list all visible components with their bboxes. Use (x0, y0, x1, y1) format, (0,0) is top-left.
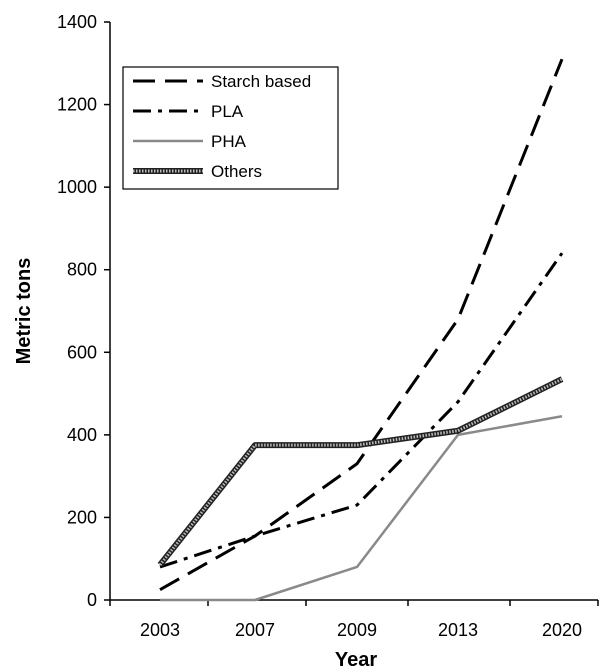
legend: Starch based PLA PHA Others (122, 66, 339, 190)
series-layer (157, 58, 564, 602)
x-tick-label: 2020 (542, 620, 582, 640)
y-ticks: 0 200 400 600 800 1000 1200 1400 (57, 12, 110, 610)
legend-label: Others (211, 162, 262, 181)
y-tick-label: 0 (87, 590, 97, 610)
legend-label: Starch based (211, 72, 311, 91)
x-tick-label: 2013 (438, 620, 478, 640)
series-line-outline (157, 376, 564, 567)
y-tick-label: 600 (67, 342, 97, 362)
y-tick-label: 1200 (57, 95, 97, 115)
y-tick-label: 400 (67, 425, 97, 445)
series-line-pla (159, 252, 564, 569)
y-tick-label: 800 (67, 260, 97, 280)
y-axis-title: Metric tons (13, 258, 35, 365)
series-line-starch-based (159, 58, 564, 591)
y-tick-label: 1400 (57, 12, 97, 32)
y-tick-label: 1000 (57, 177, 97, 197)
x-tick-label: 2009 (337, 620, 377, 640)
series-line-pha (160, 415, 563, 602)
y-tick-label: 200 (67, 507, 97, 527)
x-tick-label: 2003 (140, 620, 180, 640)
legend-label: PLA (211, 102, 244, 121)
x-ticks: 2003 2007 2009 2013 2020 (109, 600, 599, 640)
x-tick-label: 2007 (235, 620, 275, 640)
legend-label: PHA (211, 132, 247, 151)
x-axis-title: Year (335, 649, 377, 671)
